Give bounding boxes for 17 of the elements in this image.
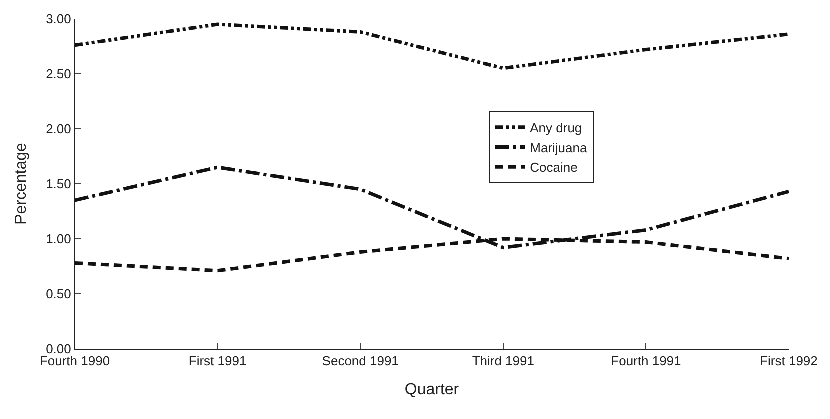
x-tick-label: First 1992 xyxy=(760,354,818,369)
x-axis-title: Quarter xyxy=(404,381,460,398)
y-tick-label: 1.50 xyxy=(46,176,72,192)
legend-label: Cocaine xyxy=(530,160,578,176)
y-axis-title: Percentage xyxy=(12,142,30,225)
y-tick-label: 2.00 xyxy=(46,122,72,137)
y-tick-label: 3.00 xyxy=(46,12,72,27)
x-tick-label: Third 1991 xyxy=(472,354,534,369)
x-tick-label: Fourth 1991 xyxy=(611,354,682,369)
legend-label: Marijuana xyxy=(530,140,588,156)
y-tick-label: 1.00 xyxy=(46,232,72,247)
x-tick-label: Second 1991 xyxy=(322,354,399,369)
y-tick-label: 2.50 xyxy=(46,66,72,82)
y-tick-label: 0.50 xyxy=(46,286,72,302)
legend-label: Any drug xyxy=(530,120,582,136)
line-series xyxy=(75,22,789,70)
x-tick-label: First 1991 xyxy=(188,354,247,369)
